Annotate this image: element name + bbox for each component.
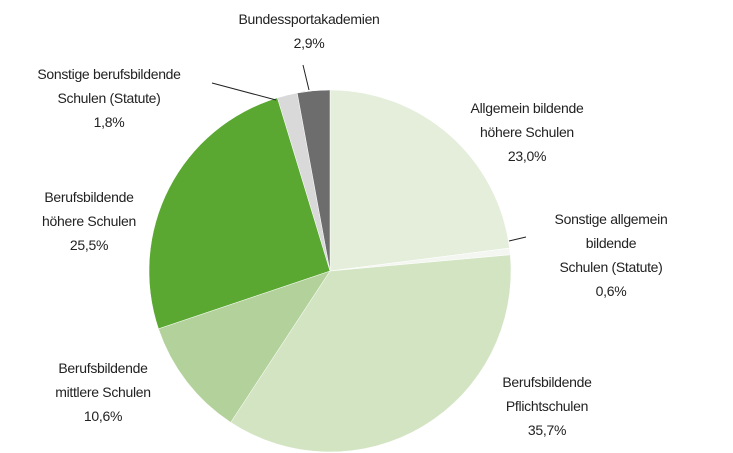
slice-label: Sonstige berufsbildende Schulen (Statute… (37, 62, 181, 134)
slice-label: Allgemein bildende höhere Schulen 23,0% (471, 96, 584, 168)
slice-label: Berufsbildende Pflichtschulen 35,7% (502, 370, 592, 442)
pie-slice (158, 270, 331, 423)
pie-slice (329, 89, 510, 272)
value-label: 0,6% (595, 283, 627, 299)
category-label: Berufsbildende Pflichtschulen (502, 374, 592, 414)
value-label: 25,5% (69, 237, 109, 253)
value-label: 23,0% (507, 148, 547, 164)
leader-line (211, 82, 277, 101)
category-label: Berufsbildende höhere Schulen (42, 189, 136, 229)
value-label: 2,9% (293, 35, 325, 51)
value-label: 35,7% (527, 422, 567, 438)
category-label: Sonstige allgemein bildende Schulen (Sta… (554, 211, 668, 275)
category-label: Berufsbildende mittlere Schulen (55, 360, 151, 400)
pie-slice (148, 97, 331, 330)
value-label: 1,8% (93, 114, 125, 130)
category-label: Sonstige berufsbildende Schulen (Statute… (37, 66, 181, 106)
category-label: Bundessportakademien (238, 11, 380, 27)
slice-label: Berufsbildende mittlere Schulen 10,6% (55, 356, 151, 428)
slice-label: Berufsbildende höhere Schulen 25,5% (42, 185, 136, 257)
leader-line (508, 236, 527, 242)
value-label: 10,6% (83, 408, 123, 424)
slice-label: Sonstige allgemein bildende Schulen (Sta… (550, 207, 672, 303)
slice-label: Bundessportakademien 2,9% (238, 7, 379, 55)
leader-line (302, 64, 310, 91)
pie-slice (296, 89, 331, 272)
pie-slice (230, 254, 512, 453)
category-label: Allgemein bildende höhere Schulen (470, 100, 584, 140)
